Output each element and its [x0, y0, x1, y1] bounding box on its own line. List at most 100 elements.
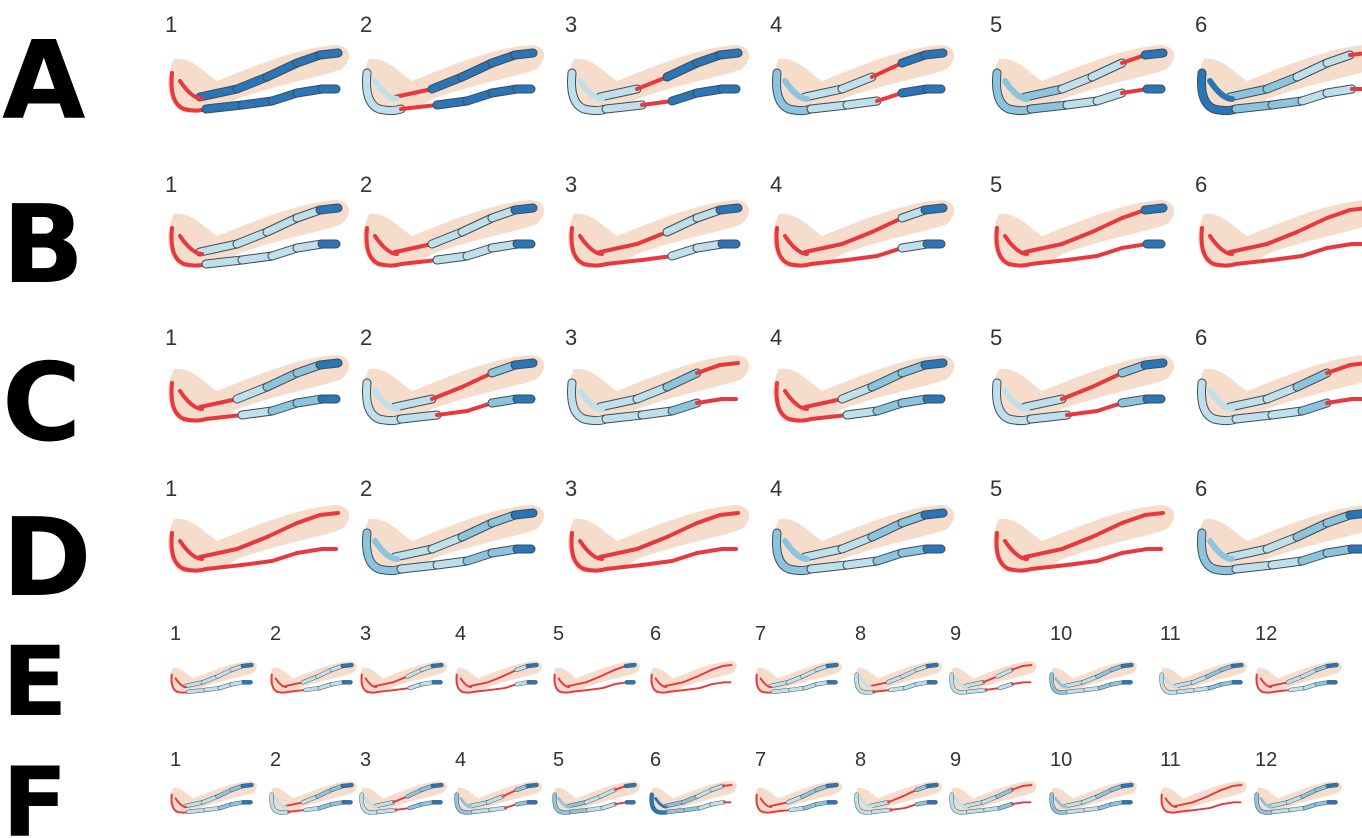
chamber-top-3 [1060, 535, 1094, 551]
chamber-top-1 [774, 226, 791, 266]
chamber-top-4 [1205, 668, 1224, 679]
chamber-bottom-4 [1095, 246, 1124, 258]
step-number: 9 [950, 623, 961, 645]
chamber-bottom-3 [1065, 559, 1099, 567]
chamber-bottom-1 [860, 690, 875, 695]
chamber-top-2 [803, 397, 844, 409]
leg-diagram-c-1 [167, 355, 350, 423]
foot-inner-edge [783, 389, 809, 411]
chamber-bottom-4 [601, 802, 617, 810]
step-number: 4 [770, 172, 782, 197]
chamber-top-3 [838, 73, 876, 93]
chamber-top-3 [838, 383, 876, 403]
foot-inner-edge [364, 797, 378, 809]
chamber-bottom-3 [1193, 686, 1212, 692]
chamber-bottom-4 [668, 399, 701, 415]
chamber-top-2 [391, 395, 436, 411]
chamber-bottom-3 [1270, 254, 1304, 262]
chamber-top-2 [768, 680, 790, 688]
chamber-bottom-4 [1093, 89, 1126, 105]
step-number: 4 [770, 12, 782, 37]
chamber-top-4 [215, 668, 234, 679]
chamber-top-5 [695, 363, 722, 375]
chamber-top-2 [801, 85, 846, 101]
step-number: 6 [650, 749, 661, 771]
step-number: 4 [455, 749, 466, 771]
chamber-bottom-2 [1232, 101, 1276, 113]
chamber-top-4 [315, 668, 334, 679]
chamber-top-6 [716, 49, 742, 59]
foot-inner-edge [178, 79, 204, 101]
step-number: 10 [1050, 623, 1072, 645]
step-number: 2 [360, 325, 372, 350]
step-number: 4 [770, 325, 782, 350]
chamber-bottom-2 [204, 413, 244, 421]
chamber-bottom-3 [1083, 686, 1102, 692]
foot-inner-edge [178, 389, 204, 411]
step-number: 5 [990, 325, 1002, 350]
chamber-top-3 [235, 535, 269, 551]
foot-inner-edge [1164, 797, 1178, 809]
chamber-bottom-2 [771, 688, 793, 694]
foot-inner-edge [577, 78, 605, 102]
chamber-top-1 [169, 531, 186, 571]
chamber-bottom-3 [1268, 407, 1306, 419]
leg-diagram-b-2 [362, 200, 545, 268]
chamber-top-6 [1348, 206, 1362, 212]
chamber-bottom-5 [1010, 681, 1025, 686]
chamber-top-3 [1265, 230, 1299, 246]
leg-diagram-f-5 [552, 781, 640, 815]
foot-inner-edge [1002, 78, 1030, 102]
chamber-bottom-1 [182, 417, 208, 423]
leg-diagram-e-8 [854, 661, 942, 695]
leg-diagram-a-1 [167, 45, 350, 114]
chamber-bottom-4 [698, 683, 713, 690]
chamber-bottom-4 [998, 802, 1014, 810]
chamber-top-4 [995, 668, 1014, 679]
chamber-top-2 [469, 681, 489, 688]
chamber-top-3 [1192, 795, 1209, 804]
chamber-top-4 [900, 668, 919, 679]
chamber-top-4 [1206, 788, 1223, 798]
chamber-top-6 [316, 359, 342, 369]
leg-diagram-b-1 [167, 200, 350, 269]
chamber-bottom-1 [761, 810, 775, 814]
foot-inner-edge [274, 677, 288, 689]
chamber-top-6 [1348, 361, 1362, 367]
foot-inner-edge [174, 677, 188, 689]
chamber-bottom-3 [1268, 97, 1306, 109]
chamber-top-5 [1220, 785, 1234, 791]
chamber-bottom-2 [376, 808, 398, 814]
chamber-top-6 [721, 664, 733, 667]
foot-inner-edge [1259, 677, 1273, 689]
leg-diagram-f-4 [454, 781, 542, 815]
chamber-bottom-5 [710, 681, 725, 686]
chamber-top-3 [1081, 794, 1100, 804]
leg-diagram-f-7 [754, 781, 842, 814]
chamber-top-2 [963, 800, 985, 808]
step-number: 3 [565, 12, 577, 37]
step-number: 1 [170, 623, 181, 645]
chamber-top-3 [233, 73, 271, 93]
chamber-top-2 [869, 681, 889, 688]
chamber-top-2 [1226, 395, 1271, 411]
chamber-top-3 [233, 228, 271, 248]
chamber-top-4 [1090, 521, 1124, 539]
leg-diagram-f-6 [649, 781, 737, 815]
foot-inner-edge [782, 538, 810, 562]
chamber-bottom-4 [998, 682, 1014, 690]
leg-diagram-e-6 [649, 661, 737, 694]
chamber-top-3 [428, 73, 466, 93]
chamber-top-6 [921, 204, 947, 214]
chamber-bottom-3 [1065, 254, 1099, 262]
leg-diagram-e-7 [754, 661, 842, 695]
row-label-b: B [2, 183, 84, 308]
step-number: 1 [165, 12, 177, 37]
chamber-top-2 [1174, 801, 1194, 808]
chamber-bottom-2 [202, 256, 246, 268]
chamber-top-6 [826, 663, 839, 668]
step-number: 2 [270, 749, 281, 771]
chamber-bottom-3 [238, 97, 276, 109]
step-number: 2 [360, 172, 372, 197]
chamber-bottom-2 [807, 561, 851, 573]
